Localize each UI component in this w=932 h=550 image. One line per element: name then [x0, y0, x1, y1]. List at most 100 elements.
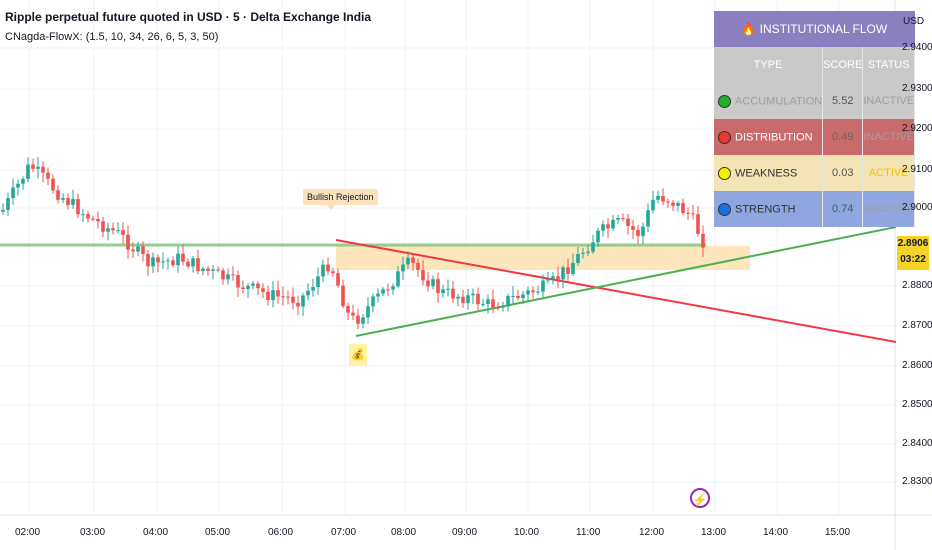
candle-body: [386, 289, 390, 291]
candle-body: [601, 224, 605, 231]
candle-body: [561, 267, 565, 280]
candle-body: [251, 283, 255, 286]
candle-body: [301, 295, 305, 307]
price-tick-label: 2.9000: [902, 202, 932, 213]
candle-body: [506, 296, 510, 307]
flow-status-cell: INACTIVE: [862, 83, 916, 119]
candle-body: [466, 295, 470, 304]
indicator-legend[interactable]: CNagda-FlowX: (1.5, 10, 34, 26, 6, 5, 3,…: [5, 31, 219, 43]
candle-body: [81, 214, 85, 216]
price-tick-label: 2.8400: [902, 438, 932, 449]
candle-body: [106, 228, 110, 232]
candle-body: [131, 249, 135, 252]
candle-body: [346, 306, 350, 313]
candle-body: [416, 262, 420, 270]
time-tick-label: 11:00: [576, 527, 601, 538]
candle-body: [71, 199, 75, 205]
status-dot-icon: [718, 166, 731, 180]
candle-body: [646, 210, 650, 227]
candle-body: [316, 276, 320, 288]
resistance-trendline: [335, 239, 897, 343]
candle-body: [121, 230, 125, 235]
candle-body: [156, 257, 160, 263]
candle-body: [581, 252, 585, 254]
candle-body: [276, 290, 280, 297]
flow-status-cell: INACTIVE: [862, 191, 916, 227]
candle-body: [21, 178, 25, 184]
price-tick-label: 2.9200: [902, 123, 932, 134]
candle-body: [196, 258, 200, 272]
candle-body: [306, 290, 310, 296]
candle-body: [31, 164, 35, 169]
candle-body: [366, 306, 370, 318]
candle-body: [151, 257, 155, 267]
candle-body: [681, 202, 685, 213]
candle-body: [481, 304, 485, 306]
candle-body: [311, 287, 315, 291]
candle-body: [61, 197, 65, 200]
candle-body: [471, 293, 475, 296]
lightning-icon[interactable]: ⚡: [690, 488, 710, 508]
candle-body: [281, 296, 285, 298]
candle-body: [296, 302, 300, 307]
candle-body: [141, 246, 145, 255]
candle-body: [411, 257, 415, 263]
candle-body: [691, 213, 695, 215]
candle-body: [621, 218, 625, 220]
time-tick-label: 13:00: [701, 527, 727, 538]
candle-body: [91, 218, 95, 220]
candle-body: [421, 269, 425, 281]
candle-body: [626, 218, 630, 226]
column-header-score: SCORE: [822, 47, 864, 83]
price-tick-label: 2.8600: [902, 360, 932, 371]
support-trendline: [355, 226, 897, 337]
candle-body: [501, 306, 505, 308]
candle-body: [631, 225, 635, 230]
flow-row: DISTRIBUTION 0.49 INACTIVE: [714, 119, 916, 155]
flow-status-cell: ACTIVE: [862, 155, 916, 191]
time-tick-label: 09:00: [452, 527, 478, 538]
candle-body: [586, 251, 590, 253]
price-tick-label: 2.8700: [902, 320, 932, 331]
candle-body: [486, 299, 490, 305]
column-header-type: TYPE: [714, 47, 824, 83]
candle-body: [236, 275, 240, 288]
candle-body: [341, 285, 345, 307]
candle-body: [336, 273, 340, 286]
candle-body: [221, 270, 225, 280]
candle-body: [606, 224, 610, 229]
candle-body: [326, 264, 330, 272]
price-tick-label: 2.9300: [902, 83, 932, 94]
candle-body: [201, 268, 205, 272]
candle-body: [246, 285, 250, 290]
candle-body: [1, 209, 5, 212]
candle-body: [181, 253, 185, 262]
candle-body: [666, 201, 670, 203]
time-tick-label: 08:00: [391, 527, 417, 538]
candle-body: [591, 242, 595, 252]
flow-score-cell: 0.03: [822, 155, 864, 191]
candle-body: [656, 195, 660, 200]
flow-type-cell: DISTRIBUTION: [714, 119, 824, 155]
candle-body: [286, 296, 290, 298]
candle-body: [41, 166, 45, 173]
candle-body: [126, 234, 130, 250]
candle-body: [611, 219, 615, 229]
money-bag-icon[interactable]: 💰: [349, 344, 367, 366]
time-tick-label: 02:00: [15, 527, 41, 538]
candle-body: [546, 278, 550, 281]
institutional-flow-table: 🔥 INSTITUTIONAL FLOW TYPE SCORE STATUS A…: [714, 11, 916, 227]
candle-body: [616, 218, 620, 220]
candle-body: [271, 290, 275, 301]
price-tick-label: 2.9400: [902, 42, 932, 53]
candle-body: [671, 202, 675, 206]
status-dot-icon: [718, 130, 731, 144]
candle-body: [456, 296, 460, 299]
candle-body: [206, 268, 210, 271]
column-header-status: STATUS: [862, 47, 916, 83]
candle-body: [496, 307, 500, 309]
candle-body: [101, 221, 105, 232]
candle-body: [636, 229, 640, 237]
time-tick-label: 03:00: [80, 527, 106, 538]
